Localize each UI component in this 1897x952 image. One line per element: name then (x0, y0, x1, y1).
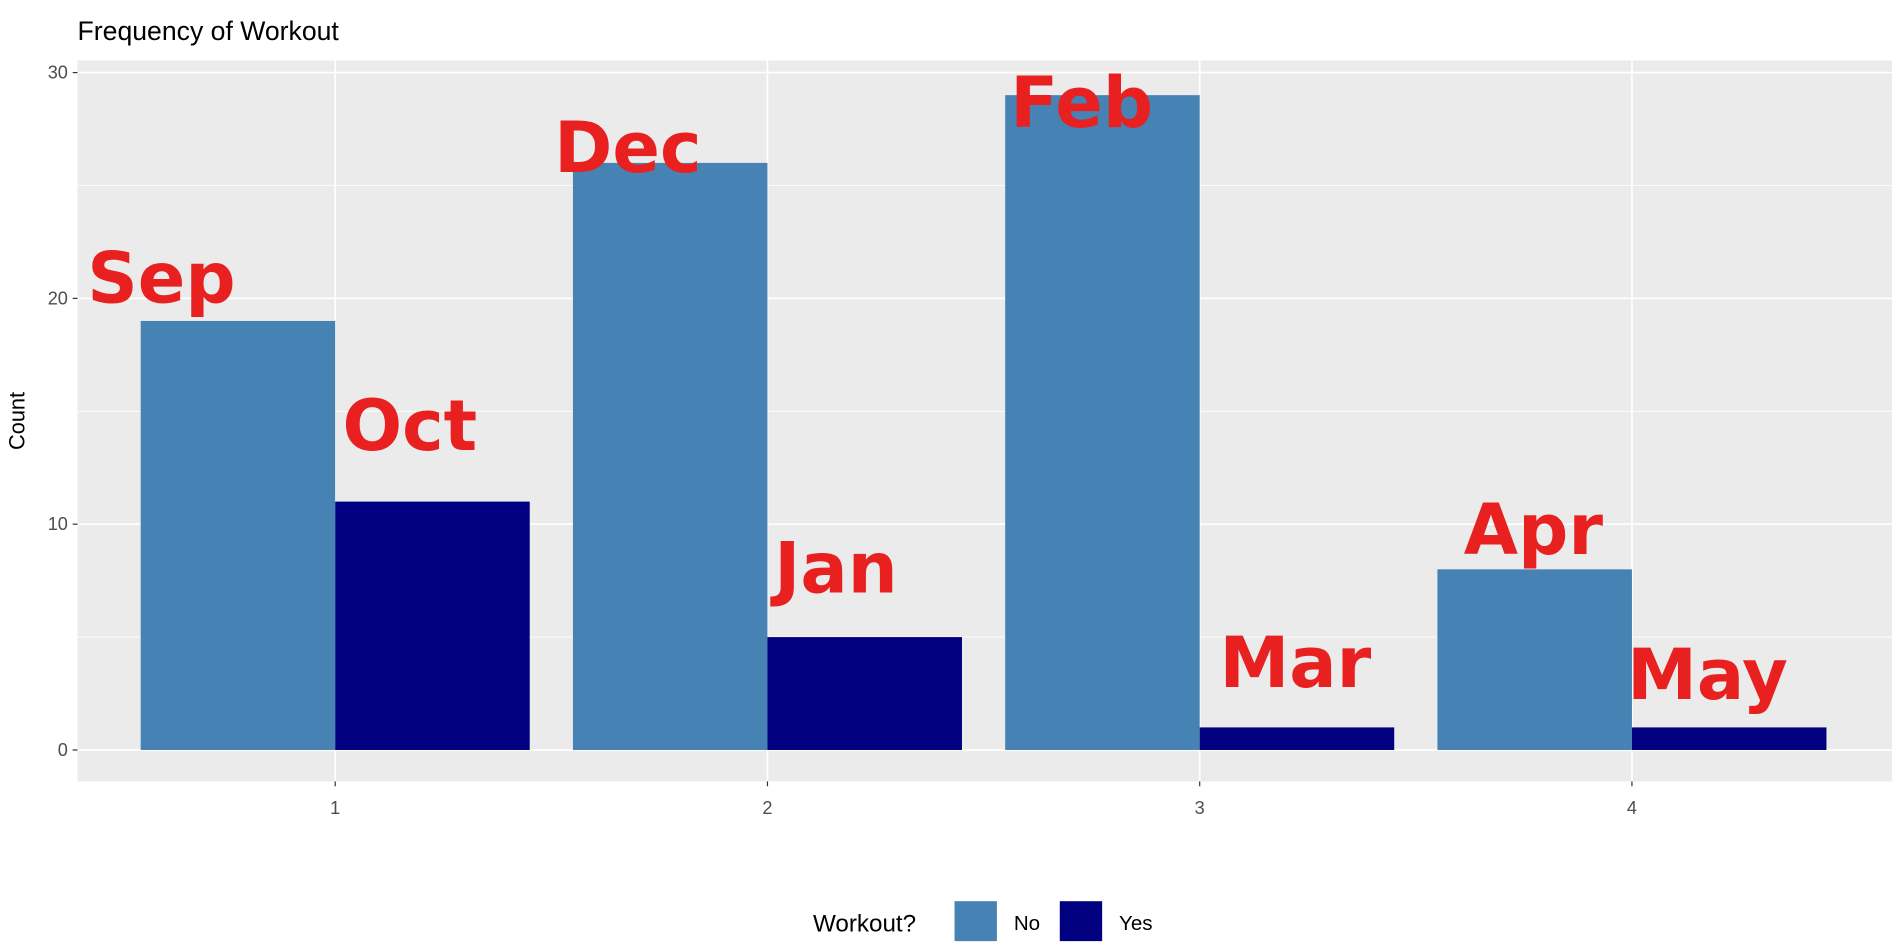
legend-title: Workout? (813, 910, 916, 937)
axes: 0 10 20 30 1 2 3 4 (48, 63, 1637, 818)
annotation-feb: Feb (1010, 62, 1153, 144)
bar-yes-3 (1199, 727, 1395, 750)
annotation-may: May (1627, 634, 1788, 716)
y-tick-label: 20 (48, 288, 68, 308)
legend-label-no: No (1014, 912, 1040, 935)
bar-no-4 (1437, 569, 1632, 750)
legend-label-yes: Yes (1119, 912, 1153, 935)
x-tick-label: 4 (1627, 798, 1637, 818)
annotation-dec: Dec (554, 107, 701, 189)
annotation-jan: Jan (770, 528, 897, 610)
y-tick-label: 0 (58, 740, 68, 760)
legend-key-yes (1059, 901, 1103, 942)
bars (140, 95, 1827, 750)
annotation-oct: Oct (342, 385, 477, 467)
legend: Workout? No Yes (813, 901, 1153, 942)
y-axis-label: Count (4, 392, 29, 450)
bar-no-2 (572, 162, 768, 750)
x-tick-label: 2 (762, 798, 772, 818)
y-tick-label: 30 (48, 63, 68, 83)
bar-yes-2 (767, 637, 962, 750)
handwritten-annotations: Sep Oct Dec Jan Feb Mar Apr May (87, 62, 1788, 716)
bar-yes-4 (1631, 727, 1827, 750)
bar-yes-1 (335, 501, 530, 750)
y-tick-label: 10 (48, 514, 68, 534)
chart-title: Frequency of Workout (78, 16, 340, 46)
annotation-apr: Apr (1464, 489, 1604, 571)
bar-no-3 (1005, 95, 1200, 750)
annotation-sep: Sep (87, 237, 235, 319)
annotation-mar: Mar (1219, 622, 1371, 704)
x-tick-label: 1 (330, 798, 340, 818)
legend-key-no (954, 901, 997, 942)
bar-no-1 (140, 320, 336, 750)
x-tick-label: 3 (1195, 798, 1205, 818)
